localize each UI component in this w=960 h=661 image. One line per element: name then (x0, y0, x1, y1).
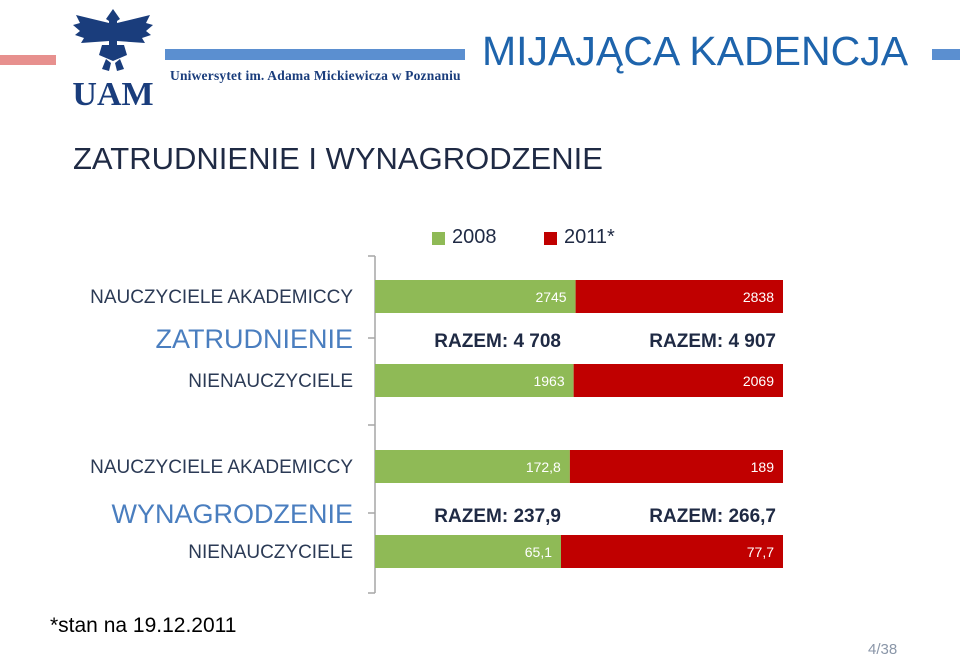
bar-wynagrodzenie-nauczyciele-akademiccy-2008 (375, 450, 570, 483)
header-stripe-blue-left (165, 49, 465, 60)
data-label-wynagrodzenie-nienauczyciele-2011: 77,7 (747, 544, 774, 560)
legend-swatch-2008 (432, 232, 445, 245)
header-stripe-red (0, 55, 56, 65)
uam-eagle-logo: UAM (72, 9, 154, 110)
total-label-wynagrodzenie-2008: RAZEM: 237,9 (434, 506, 561, 527)
bar-wynagrodzenie-nauczyciele-akademiccy-2011 (569, 450, 783, 483)
header-stripe-blue-right (932, 49, 960, 60)
university-name: Uniwersytet im. Adama Mickiewicza w Pozn… (170, 68, 461, 83)
bar-zatrudnienie-nauczyciele-akademiccy-2011 (575, 280, 783, 313)
category-label-wynagrodzenie-nienauczyciele: NIENAUCZYCIELE (188, 542, 353, 563)
category-label-wynagrodzenie-nauczyciele-akademiccy: NAUCZYCIELE AKADEMICCY (90, 457, 353, 478)
data-label-wynagrodzenie-nauczyciele-akademiccy-2011: 189 (751, 459, 775, 475)
category-label-zatrudnienie-nienauczyciele: NIENAUCZYCIELE (188, 371, 353, 392)
bar-wynagrodzenie-nienauczyciele-2011 (561, 535, 783, 568)
legend-label-2011: 2011* (564, 226, 615, 248)
slide-title: MIJAJĄCA KADENCJA (482, 28, 909, 74)
legend-label-2008: 2008 (452, 226, 497, 248)
group-title-zatrudnienie: ZATRUDNIENIE (155, 324, 353, 354)
section-title: ZATRUDNIENIE I WYNAGRODZENIE (73, 141, 603, 176)
bar-zatrudnienie-nienauczyciele-2008 (375, 364, 574, 397)
total-label-wynagrodzenie-2011: RAZEM: 266,7 (649, 506, 776, 527)
group-title-wynagrodzenie: WYNAGRODZENIE (111, 499, 353, 529)
data-label-zatrudnienie-nienauczyciele-2011: 2069 (743, 373, 774, 389)
bar-zatrudnienie-nauczyciele-akademiccy-2008 (375, 280, 576, 313)
page-number: 4/38 (868, 641, 898, 658)
category-label-zatrudnienie-nauczyciele-akademiccy: NAUCZYCIELE AKADEMICCY (90, 287, 353, 308)
data-label-wynagrodzenie-nauczyciele-akademiccy-2008: 172,8 (526, 459, 561, 475)
total-label-zatrudnienie-2011: RAZEM: 4 907 (649, 331, 776, 352)
legend-swatch-2011 (544, 232, 557, 245)
total-label-zatrudnienie-2008: RAZEM: 4 708 (434, 331, 561, 352)
bar-wynagrodzenie-nienauczyciele-2008 (375, 535, 561, 568)
footnote: *stan na 19.12.2011 (50, 614, 237, 637)
data-label-wynagrodzenie-nienauczyciele-2008: 65,1 (525, 544, 552, 560)
data-label-zatrudnienie-nienauczyciele-2008: 1963 (533, 373, 564, 389)
data-label-zatrudnienie-nauczyciele-akademiccy-2011: 2838 (743, 289, 774, 305)
bar-zatrudnienie-nienauczyciele-2011 (573, 364, 783, 397)
data-label-zatrudnienie-nauczyciele-akademiccy-2008: 2745 (535, 289, 566, 305)
logo-uam-text: UAM (72, 76, 153, 110)
